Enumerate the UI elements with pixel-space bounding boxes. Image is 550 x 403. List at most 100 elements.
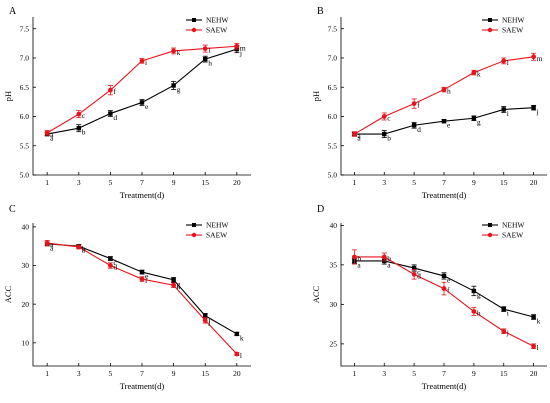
series-line: [47, 242, 238, 355]
data-point: [471, 116, 477, 121]
data-point: [501, 328, 507, 334]
data-point: [531, 314, 536, 320]
data-point: [382, 131, 387, 137]
point-label: b: [357, 254, 361, 263]
point-label: e: [145, 102, 149, 111]
data-point: [139, 58, 145, 64]
point-label: l: [507, 58, 509, 67]
y-tick-label: 7.5: [20, 24, 30, 33]
y-tick-label: 7.5: [328, 24, 338, 33]
point-label: e: [447, 275, 451, 284]
point-label: a: [50, 243, 54, 252]
data-point: [441, 87, 447, 92]
point-label: l: [208, 46, 210, 55]
x-tick-label: 15: [500, 178, 508, 187]
point-label: h: [477, 308, 481, 317]
data-point: [203, 56, 208, 62]
point-label: g: [177, 85, 181, 94]
y-tick-label: 5.5: [20, 141, 30, 150]
data-point: [441, 286, 447, 291]
legend-marker: [487, 27, 493, 33]
data-point: [76, 111, 82, 117]
x-tick-label: 1: [353, 178, 357, 187]
data-point: [171, 277, 176, 283]
data-point: [202, 317, 208, 323]
point-label: f: [145, 276, 148, 285]
x-tick-label: 15: [201, 369, 209, 378]
series-nehw: a b d e g i j: [351, 104, 539, 143]
legend-label: NEHW: [502, 16, 525, 25]
x-tick-label: 7: [442, 369, 446, 378]
y-tick-label: 25: [330, 339, 338, 348]
point-label: b: [82, 244, 86, 253]
x-tick-label: 3: [382, 178, 386, 187]
point-label: k: [240, 333, 244, 342]
data-point: [471, 70, 477, 75]
x-tick-label: 7: [140, 178, 144, 187]
y-axis-label: ACC: [3, 285, 13, 303]
x-tick-label: 20: [233, 369, 241, 378]
data-point: [108, 256, 113, 261]
chart-panel-a: A 5.0 5.5 6.0 6.5 7.0 7.5 1 3 5 7 9 15 20 Treatment(d)…: [3, 6, 251, 200]
x-tick-label: 5: [412, 369, 416, 378]
x-tick-label: 15: [201, 178, 209, 187]
data-point: [139, 276, 145, 282]
point-label: c: [417, 268, 421, 277]
point-label: j: [239, 49, 242, 58]
point-label: a: [50, 134, 54, 143]
point-label: d: [113, 263, 117, 272]
panel-letter: A: [9, 6, 17, 17]
data-point: [76, 125, 81, 131]
point-label: j: [536, 107, 539, 116]
x-tick-label: 9: [172, 369, 176, 378]
data-point: [471, 309, 477, 314]
y-tick-label: 5.5: [328, 141, 338, 150]
y-tick-label: 30: [330, 300, 338, 309]
data-point: [411, 271, 417, 277]
legend-marker: [191, 27, 197, 33]
point-label: i: [507, 109, 509, 118]
point-label: g: [477, 290, 481, 299]
legend-marker: [192, 18, 196, 22]
data-point: [411, 265, 417, 271]
point-label: e: [145, 272, 149, 281]
axis-frame: [340, 223, 547, 367]
point-label: h: [177, 282, 181, 291]
data-point: [381, 254, 387, 260]
legend-label: NEHW: [206, 221, 229, 230]
point-label: k: [537, 317, 541, 326]
data-point: [234, 331, 240, 337]
data-point: [411, 123, 417, 128]
chart-panel-b: B 5.0 5.5 6.0 6.5 7.0 7.5 1 3 5 7 9 15 20 Treatment(d)…: [311, 6, 547, 200]
point-label: a: [50, 240, 54, 249]
point-label: g: [177, 279, 181, 288]
point-label: k: [177, 48, 181, 57]
legend-marker: [192, 223, 196, 227]
data-point: [44, 130, 50, 136]
data-point: [441, 118, 447, 124]
point-label: f: [417, 101, 420, 110]
y-axis-label: pH: [3, 91, 13, 101]
y-axis-label: ACC: [311, 285, 321, 303]
point-label: h: [447, 87, 451, 96]
point-label: a: [387, 260, 391, 269]
x-tick-label: 7: [140, 369, 144, 378]
point-label: j: [506, 328, 509, 337]
legend-label: SAEW: [206, 231, 228, 240]
x-tick-label: 20: [530, 369, 538, 378]
panel-letter: D: [317, 204, 324, 215]
data-point: [234, 43, 240, 49]
data-point: [501, 306, 506, 312]
data-point: [171, 48, 177, 54]
data-point: [171, 282, 177, 288]
point-label: d: [417, 271, 421, 280]
x-tick-label: 15: [500, 369, 508, 378]
y-tick-label: 5.0: [20, 171, 30, 180]
x-axis-label: Treatment(d): [120, 190, 165, 200]
data-point: [44, 240, 50, 246]
point-label: c: [387, 113, 391, 122]
